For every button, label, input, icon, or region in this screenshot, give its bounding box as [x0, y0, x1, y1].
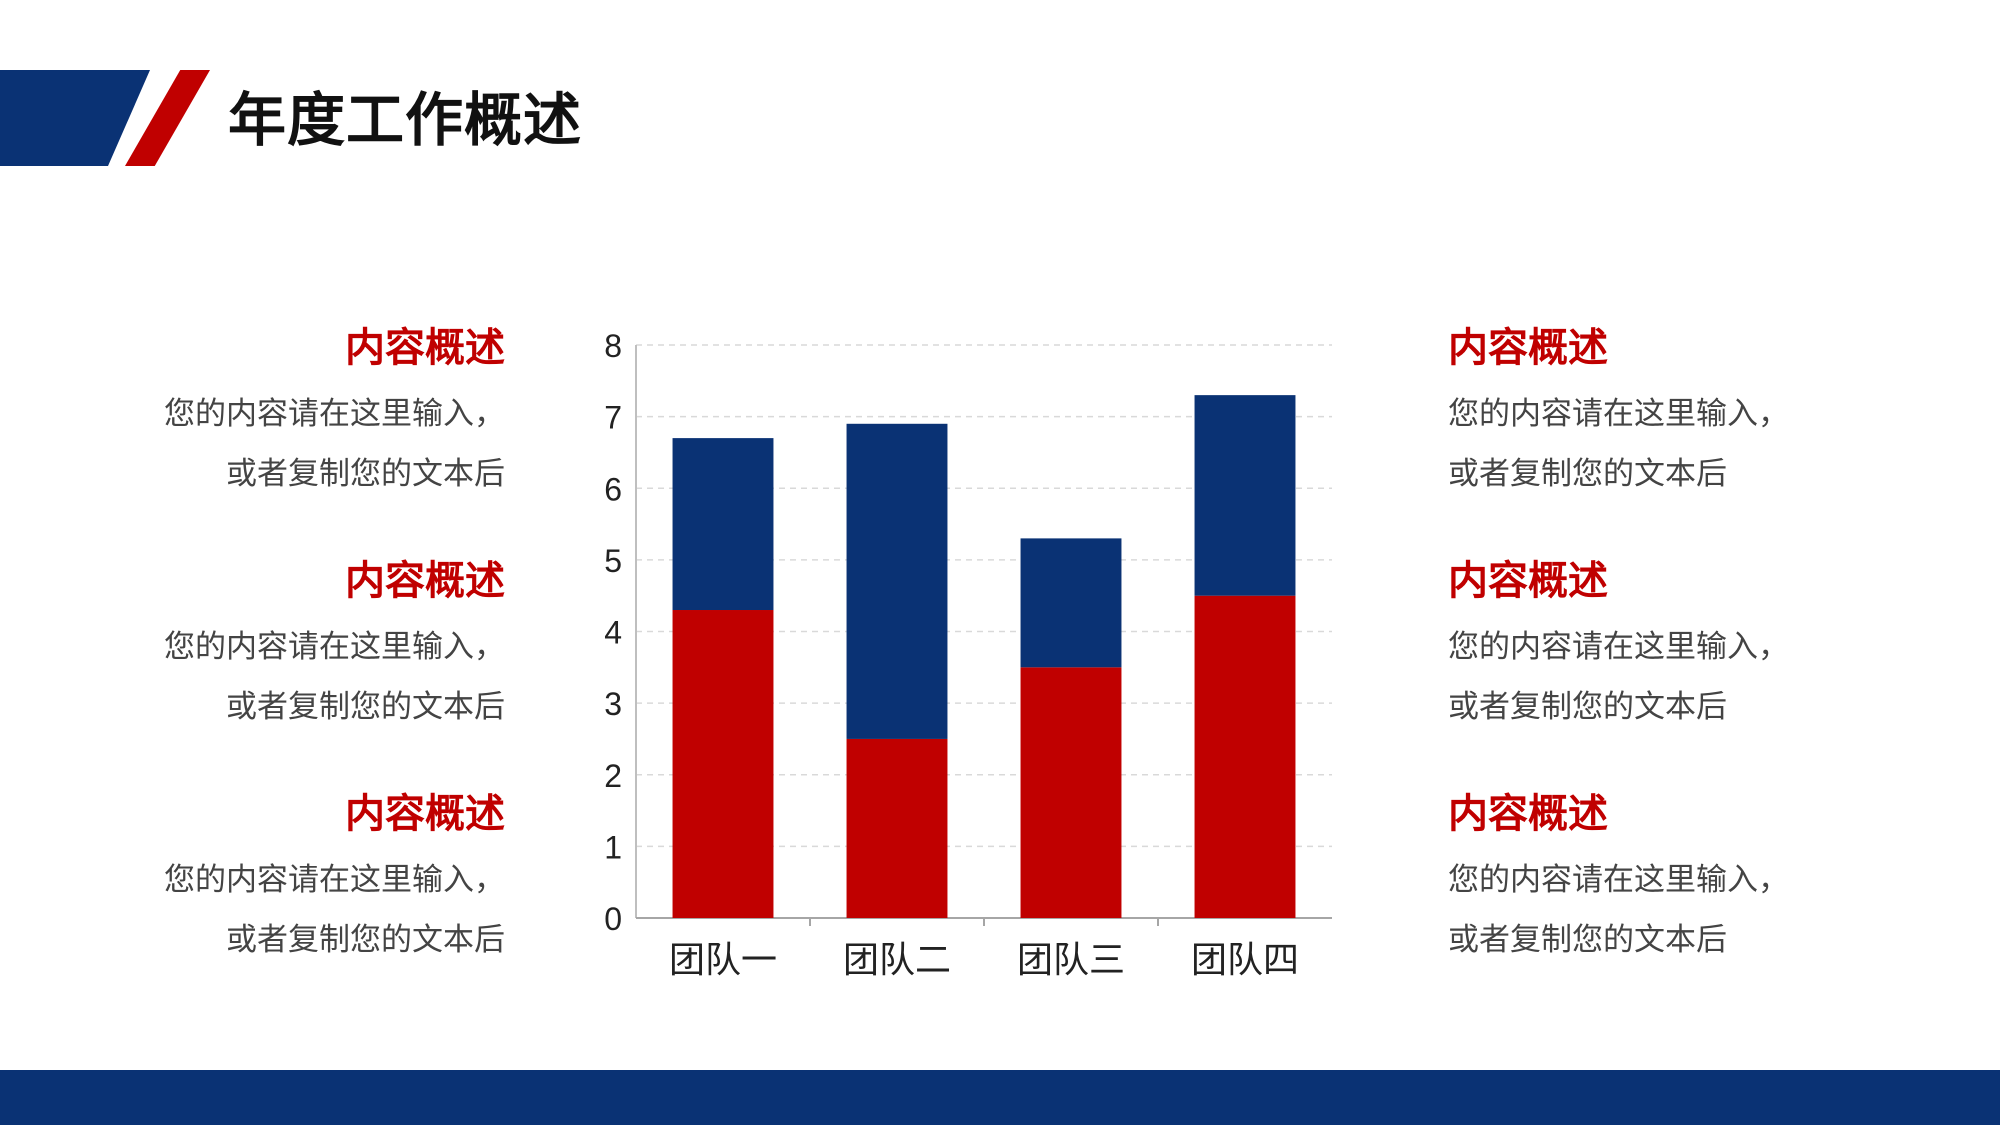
bar-segment-2	[1194, 395, 1296, 596]
block-title: 内容概述	[345, 558, 505, 604]
left-block-2: 内容概述 您的内容请在这里输入， 或者复制您的文本后	[85, 555, 505, 737]
block-text-line: 您的内容请在这里输入，	[164, 629, 505, 665]
block-text-line: 您的内容请在这里输入，	[1448, 862, 1789, 898]
bar-segment-2	[1020, 538, 1122, 668]
block-text-line: 您的内容请在这里输入，	[1448, 629, 1789, 665]
block-text-line: 或者复制您的文本后	[226, 922, 505, 958]
bar-segment-1	[846, 738, 948, 918]
x-tick-label: 团队三	[1017, 940, 1125, 981]
bar-segment-2	[846, 423, 948, 739]
block-text-line: 或者复制您的文本后	[226, 456, 505, 492]
block-title: 内容概述	[1448, 325, 1608, 371]
x-tick-label: 团队四	[1191, 940, 1299, 981]
footer-bar	[0, 1070, 2000, 1125]
stacked-bar-chart: 0 1 2 3 4 5 6 7 8 团队一 团队二 团队三 团队四	[604, 328, 1332, 981]
left-block-3: 内容概述 您的内容请在这里输入， 或者复制您的文本后	[85, 788, 505, 970]
y-tick-label: 0	[604, 901, 622, 937]
y-tick-label: 5	[604, 543, 622, 579]
right-block-3: 内容概述 您的内容请在这里输入， 或者复制您的文本后	[1448, 788, 1868, 970]
bar-segment-1	[1194, 595, 1296, 918]
block-title: 内容概述	[1448, 558, 1608, 604]
x-tick-label: 团队二	[843, 940, 951, 981]
bar-segment-1	[1020, 667, 1122, 918]
block-text-line: 您的内容请在这里输入，	[164, 862, 505, 898]
right-block-2: 内容概述 您的内容请在这里输入， 或者复制您的文本后	[1448, 555, 1868, 737]
y-tick-label: 8	[604, 328, 622, 364]
x-tick-label: 团队一	[669, 940, 777, 981]
y-tick-label: 7	[604, 400, 622, 436]
y-tick-label: 1	[604, 829, 622, 865]
block-text-line: 您的内容请在这里输入，	[164, 396, 505, 432]
header-accent-bar	[0, 70, 150, 166]
bar-segment-1	[672, 610, 774, 918]
y-tick-label: 2	[604, 758, 622, 794]
block-text-line: 或者复制您的文本后	[1448, 456, 1727, 492]
block-text-line: 或者复制您的文本后	[226, 689, 505, 725]
block-text-line: 您的内容请在这里输入，	[1448, 396, 1789, 432]
block-text-line: 或者复制您的文本后	[1448, 922, 1727, 958]
page-title: 年度工作概述	[228, 86, 583, 154]
y-tick-label: 4	[604, 615, 622, 651]
left-block-1: 内容概述 您的内容请在这里输入， 或者复制您的文本后	[85, 322, 505, 504]
y-tick-label: 3	[604, 686, 622, 722]
y-tick-label: 6	[604, 471, 622, 507]
block-title: 内容概述	[345, 325, 505, 371]
block-title: 内容概述	[345, 791, 505, 837]
right-block-1: 内容概述 您的内容请在这里输入， 或者复制您的文本后	[1448, 322, 1868, 504]
block-text-line: 或者复制您的文本后	[1448, 689, 1727, 725]
bar-segment-2	[672, 438, 774, 611]
block-title: 内容概述	[1448, 791, 1608, 837]
